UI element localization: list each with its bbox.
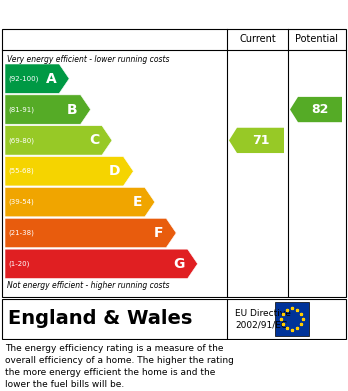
- Text: (1-20): (1-20): [8, 260, 29, 267]
- Text: E: E: [132, 195, 142, 209]
- Text: G: G: [173, 257, 184, 271]
- Text: (21-38): (21-38): [8, 230, 34, 236]
- Text: Very energy efficient - lower running costs: Very energy efficient - lower running co…: [7, 56, 169, 65]
- Text: (92-100): (92-100): [8, 75, 38, 82]
- Polygon shape: [229, 128, 284, 153]
- Text: England & Wales: England & Wales: [8, 310, 192, 328]
- Text: F: F: [154, 226, 163, 240]
- Polygon shape: [290, 97, 342, 122]
- Text: EU Directive
2002/91/EC: EU Directive 2002/91/EC: [235, 308, 291, 329]
- Text: 71: 71: [252, 134, 269, 147]
- Text: 82: 82: [311, 103, 329, 116]
- Text: Energy Efficiency Rating: Energy Efficiency Rating: [8, 7, 218, 22]
- Polygon shape: [5, 64, 69, 93]
- Bar: [275, 302, 309, 336]
- Text: (39-54): (39-54): [8, 199, 34, 205]
- Text: (81-91): (81-91): [8, 106, 34, 113]
- Polygon shape: [5, 249, 198, 278]
- Polygon shape: [5, 187, 155, 217]
- Text: The energy efficiency rating is a measure of the
overall efficiency of a home. T: The energy efficiency rating is a measur…: [5, 344, 234, 389]
- Text: Potential: Potential: [295, 34, 339, 44]
- Text: (55-68): (55-68): [8, 168, 34, 174]
- Text: Current: Current: [239, 34, 276, 44]
- Text: Not energy efficient - higher running costs: Not energy efficient - higher running co…: [7, 282, 169, 291]
- Text: C: C: [89, 133, 99, 147]
- Polygon shape: [5, 218, 176, 248]
- Polygon shape: [5, 95, 90, 124]
- Polygon shape: [5, 126, 112, 155]
- Text: B: B: [67, 102, 78, 117]
- Polygon shape: [5, 156, 133, 186]
- Text: A: A: [46, 72, 56, 86]
- Text: D: D: [109, 164, 120, 178]
- Text: (69-80): (69-80): [8, 137, 34, 143]
